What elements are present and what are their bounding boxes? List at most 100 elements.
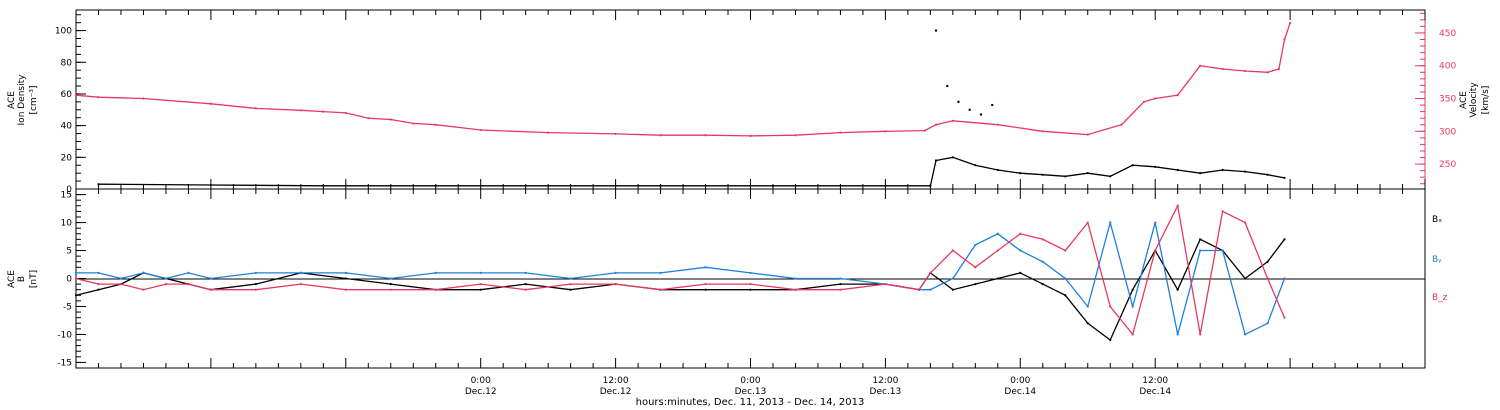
- bottom-series-point: [389, 288, 392, 291]
- bottom-series-point: [479, 271, 482, 275]
- density-spike-point: [990, 103, 994, 107]
- top-series-point: [749, 134, 752, 137]
- bottom-ylabel-line-1: ACE: [7, 270, 17, 288]
- bottom-series-point: [1244, 277, 1247, 280]
- bottom-series-point: [1109, 221, 1112, 224]
- top-series-point: [1131, 164, 1134, 167]
- top-left-tick-label: 0: [66, 185, 72, 195]
- x-tick-time: 12:00: [872, 376, 898, 386]
- top-series-point: [389, 118, 392, 121]
- top-series-point: [1221, 67, 1224, 71]
- bottom-series-point: [951, 277, 954, 280]
- bottom-ylabel-line-3: [nT]: [29, 270, 39, 288]
- legend-bz: B_z: [1432, 293, 1448, 303]
- top-left-tick-label: 80: [61, 58, 73, 68]
- bottom-series-point: [749, 271, 752, 275]
- bottom-series-point: [1283, 277, 1286, 280]
- bottom-series-point: [996, 232, 999, 235]
- top-series-point: [547, 184, 550, 187]
- bottom-series-point: [794, 288, 797, 291]
- bottom-series-point: [209, 288, 212, 291]
- bottom-series-point: [524, 271, 527, 275]
- top-series-point: [923, 129, 926, 132]
- top-series-point: [344, 111, 347, 115]
- bottom-series-point: [1064, 294, 1067, 297]
- x-axis-ticks: [75, 10, 1426, 368]
- top-series-line-0: [98, 156, 1285, 187]
- top-series-point: [974, 164, 977, 167]
- top-series-point: [1277, 67, 1280, 71]
- bottom-series-point: [479, 282, 482, 286]
- x-tick-date: Dec.12: [600, 387, 632, 397]
- bottom-series-point: [839, 277, 842, 280]
- bottom-left-tick-label: 10: [61, 219, 73, 229]
- top-ylabel-line-1: ACE: [7, 91, 17, 109]
- bottom-series-point: [974, 243, 977, 247]
- bottom-series-point: [1176, 333, 1179, 336]
- top-series-point: [929, 184, 932, 187]
- bottom-series-point: [389, 282, 392, 286]
- bottom-series-point: [97, 282, 100, 286]
- top-series-point: [1221, 168, 1224, 172]
- top-series-point: [1283, 176, 1286, 180]
- bottom-series-point: [299, 271, 302, 275]
- top-left-tick-label: 100: [55, 27, 72, 37]
- top-series-point: [434, 123, 437, 126]
- x-tick-time: 0:00: [471, 376, 491, 386]
- top-right-ylabel-line-2: Velocity: [1469, 82, 1479, 118]
- x-tick-time: 0:00: [1010, 376, 1030, 386]
- top-series-point: [1142, 100, 1146, 103]
- density-spike-point: [934, 29, 938, 32]
- top-series-point: [1019, 172, 1022, 175]
- bottom-left-tick-label: 0: [66, 275, 72, 285]
- bottom-series-point: [704, 288, 707, 291]
- top-series-point: [659, 184, 662, 187]
- top-series-point: [934, 159, 938, 162]
- density-spike-point: [957, 100, 960, 104]
- bottom-series-point: [209, 277, 212, 280]
- bottom-series-point: [479, 288, 482, 291]
- bottom-series-point: [142, 271, 145, 275]
- bottom-series-point: [659, 271, 662, 275]
- x-tick-time: 0:00: [740, 376, 760, 386]
- top-series-point: [704, 134, 707, 137]
- top-ylabel-line-2: Ion Density: [17, 74, 27, 126]
- bottom-series-point: [614, 271, 617, 275]
- top-series-point: [951, 119, 954, 122]
- bottom-series-point: [929, 271, 932, 275]
- x-axis-label: hours:minutes, Dec. 11, 2013 - Dec. 14, …: [636, 397, 865, 408]
- top-ylabel-line-3: [cm⁻³]: [29, 85, 39, 114]
- bottom-series-point: [97, 271, 100, 275]
- bottom-series-point: [1244, 333, 1247, 336]
- top-right-tick-label: 450: [1439, 29, 1456, 39]
- top-series-point: [299, 109, 302, 112]
- bottom-series-point: [996, 249, 999, 252]
- top-series-point: [1266, 173, 1269, 176]
- bottom-series-point: [1199, 249, 1202, 252]
- bottom-series-point: [974, 282, 977, 286]
- bottom-series-point: [1041, 260, 1044, 263]
- top-series-point: [884, 130, 887, 133]
- bottom-series-point: [1221, 210, 1224, 213]
- bottom-series-point: [1131, 305, 1134, 308]
- bottom-series-point: [704, 266, 707, 269]
- bottom-series-point: [119, 282, 123, 286]
- bottom-series-point: [254, 288, 257, 291]
- top-series-point: [1154, 165, 1157, 168]
- top-series-point: [1176, 168, 1179, 172]
- top-series-point: [1199, 172, 1202, 175]
- x-tick-time: 12:00: [1142, 376, 1168, 386]
- bottom-series-point: [1283, 238, 1286, 241]
- top-series-point: [1176, 94, 1179, 97]
- x-tick-time: 12:00: [603, 376, 629, 386]
- bottom-series-line-0: [75, 238, 1286, 342]
- bottom-series-point: [1086, 305, 1089, 308]
- bottom-series-point: [344, 277, 347, 280]
- bottom-series-point: [524, 282, 527, 286]
- top-series-point: [659, 134, 662, 137]
- bottom-panel-series: [74, 203, 1286, 342]
- top-series-point: [74, 94, 78, 97]
- bottom-series-point: [74, 294, 78, 297]
- bottom-left-tick-label: 5: [66, 247, 72, 257]
